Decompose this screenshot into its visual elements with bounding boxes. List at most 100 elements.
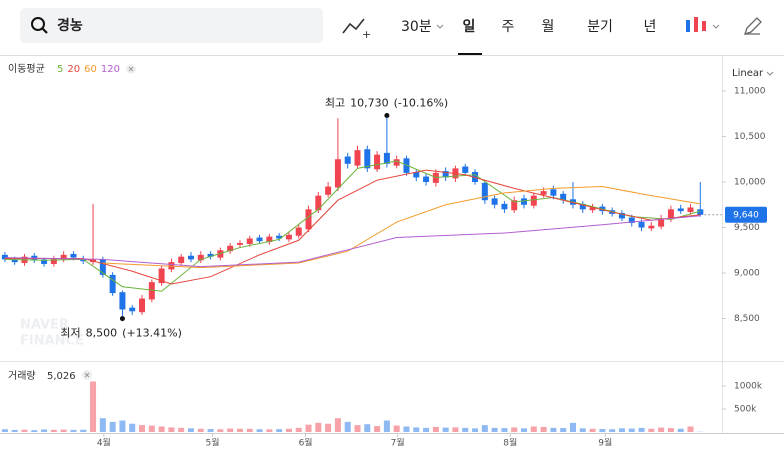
volume-bar <box>80 429 87 432</box>
volume-bar <box>618 428 625 432</box>
annotation-part: 최저 <box>60 327 80 340</box>
volume-bar <box>491 427 498 432</box>
candle-body <box>579 203 586 210</box>
y-tick-label: 10,000 <box>734 178 766 188</box>
candle-body <box>187 255 194 260</box>
candle-body <box>50 258 57 264</box>
volume-bar <box>187 428 194 432</box>
y-tick-label: 9,500 <box>734 223 760 233</box>
volume-bar <box>236 428 243 432</box>
candle-body <box>11 259 18 263</box>
candle-body <box>139 298 146 313</box>
volume-bar <box>354 425 361 432</box>
candle-body <box>1 254 8 260</box>
volume-bar <box>462 427 469 432</box>
icon-part <box>694 17 698 32</box>
volume-bar <box>315 422 322 432</box>
candle-body <box>628 217 635 223</box>
period-tab[interactable]: 년 <box>644 19 657 35</box>
volume-bar <box>677 428 684 432</box>
period-tab[interactable]: 주 <box>502 19 515 35</box>
candle-body <box>383 152 390 164</box>
annotation: 최저 8,500 (+13.41%) <box>60 327 182 340</box>
volume-bar <box>178 427 185 432</box>
volume-bar <box>540 426 547 432</box>
close-icon <box>128 66 134 72</box>
caret <box>712 24 720 29</box>
candle-body <box>129 307 136 312</box>
legend-close[interactable] <box>126 64 136 74</box>
volume-bar <box>139 425 146 432</box>
last-price-badge <box>725 206 767 223</box>
search-box[interactable] <box>20 8 323 43</box>
candle-body <box>560 193 567 201</box>
volume-bar <box>148 425 155 432</box>
legend-item: 20 <box>67 64 80 75</box>
volume-bar <box>99 418 106 432</box>
volume-bar <box>305 424 312 432</box>
candle-body <box>256 237 263 242</box>
volume-bar <box>364 424 371 432</box>
y-tick-label: 8,500 <box>734 314 760 324</box>
candle-body <box>638 222 645 228</box>
icon-part <box>702 21 706 31</box>
annotation-dot <box>384 113 390 119</box>
candle-body <box>60 254 67 260</box>
moving-average <box>4 215 701 268</box>
volume-close[interactable] <box>82 370 92 380</box>
legend-title: 이동평균 <box>8 63 45 75</box>
compare-icon[interactable] <box>342 18 365 34</box>
candle-body <box>374 154 381 170</box>
candle-body <box>423 176 430 183</box>
x-tick-label: 6월 <box>299 437 313 449</box>
volume-bar <box>569 422 576 432</box>
candle-body <box>687 207 694 213</box>
volume-bar <box>521 428 528 432</box>
volume-bar <box>1 429 8 432</box>
volume-bar <box>589 428 596 432</box>
annotation-part: 10,730 <box>350 97 389 110</box>
volume-bar <box>550 427 557 432</box>
candle-body <box>344 156 351 164</box>
candle-body <box>109 274 116 294</box>
volume-bar <box>452 427 459 432</box>
annotation-part: (-10.16%) <box>394 97 449 110</box>
candle-body <box>481 182 488 201</box>
annotation-dot <box>119 316 125 322</box>
volume-bar <box>41 429 48 432</box>
annotation: 최고 10,730 (-10.16%) <box>325 97 448 110</box>
volume-bar <box>256 429 263 432</box>
volume-bar <box>31 430 38 432</box>
period-tab[interactable]: 분기 <box>587 19 613 35</box>
interval[interactable]: 30분 <box>401 19 432 35</box>
draw-icon[interactable] <box>743 17 762 36</box>
candle-icon[interactable] <box>686 17 706 32</box>
candle-body <box>285 234 292 240</box>
search-text: 경농 <box>57 17 83 34</box>
volume-bar <box>423 427 430 432</box>
volume-bar <box>21 429 28 432</box>
candle-body <box>667 209 674 220</box>
volume-bar <box>579 428 586 432</box>
volume-bar <box>207 429 214 432</box>
volume-bar <box>50 429 57 432</box>
volume-bar <box>628 428 635 432</box>
volume-bar <box>687 426 694 432</box>
volume-bar <box>60 429 67 432</box>
candle-body <box>325 186 332 195</box>
scale-select[interactable]: Linear <box>732 68 764 79</box>
candle-body <box>119 292 126 310</box>
candle-body <box>276 235 283 239</box>
period-tab[interactable]: 월 <box>542 19 555 35</box>
x-tick-label: 5월 <box>206 437 220 449</box>
search-icon <box>41 27 48 34</box>
volume-bar <box>90 381 97 432</box>
icon-part <box>686 20 690 32</box>
period-tab[interactable]: 일 <box>463 19 476 35</box>
volume-bar <box>658 427 665 432</box>
volume-title: 거래량 <box>8 370 36 382</box>
x-tick-label: 4월 <box>97 437 111 449</box>
volume-bar <box>403 426 410 432</box>
volume-bar <box>11 429 18 432</box>
